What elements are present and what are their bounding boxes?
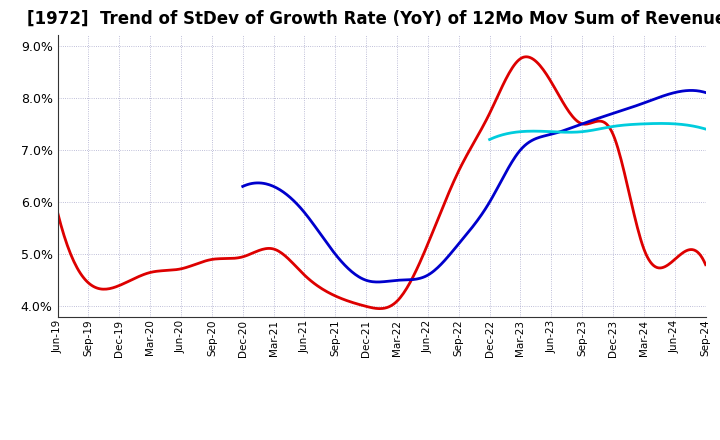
5 Years [701, 90, 710, 95]
3 Years [310, 281, 318, 286]
5 Years [531, 136, 539, 142]
Line: 7 Years: 7 Years [490, 124, 706, 139]
7 Years [657, 121, 665, 126]
3 Years [462, 153, 471, 158]
5 Years [688, 88, 696, 93]
3 Years [524, 55, 533, 60]
3 Years [264, 246, 273, 251]
Line: 5 Years: 5 Years [243, 91, 706, 282]
5 Years [576, 122, 585, 127]
5 Years [390, 278, 399, 283]
7 Years [486, 136, 495, 142]
7 Years [485, 137, 494, 142]
5 Years [294, 203, 302, 208]
3 Years [375, 306, 384, 311]
3 Years [53, 210, 62, 215]
Title: [1972]  Trend of StDev of Growth Rate (YoY) of 12Mo Mov Sum of Revenues: [1972] Trend of StDev of Growth Rate (Yo… [27, 10, 720, 28]
Line: 3 Years: 3 Years [58, 57, 706, 308]
3 Years [523, 54, 531, 59]
7 Years [614, 123, 623, 128]
5 Years [423, 273, 431, 278]
5 Years [238, 184, 247, 189]
3 Years [701, 262, 710, 267]
7 Years [668, 121, 677, 126]
7 Years [682, 122, 690, 128]
5 Years [574, 123, 582, 128]
7 Years [618, 123, 626, 128]
7 Years [701, 126, 710, 132]
5 Years [373, 279, 382, 285]
3 Years [131, 275, 140, 281]
3 Years [528, 56, 536, 61]
7 Years [613, 123, 622, 128]
